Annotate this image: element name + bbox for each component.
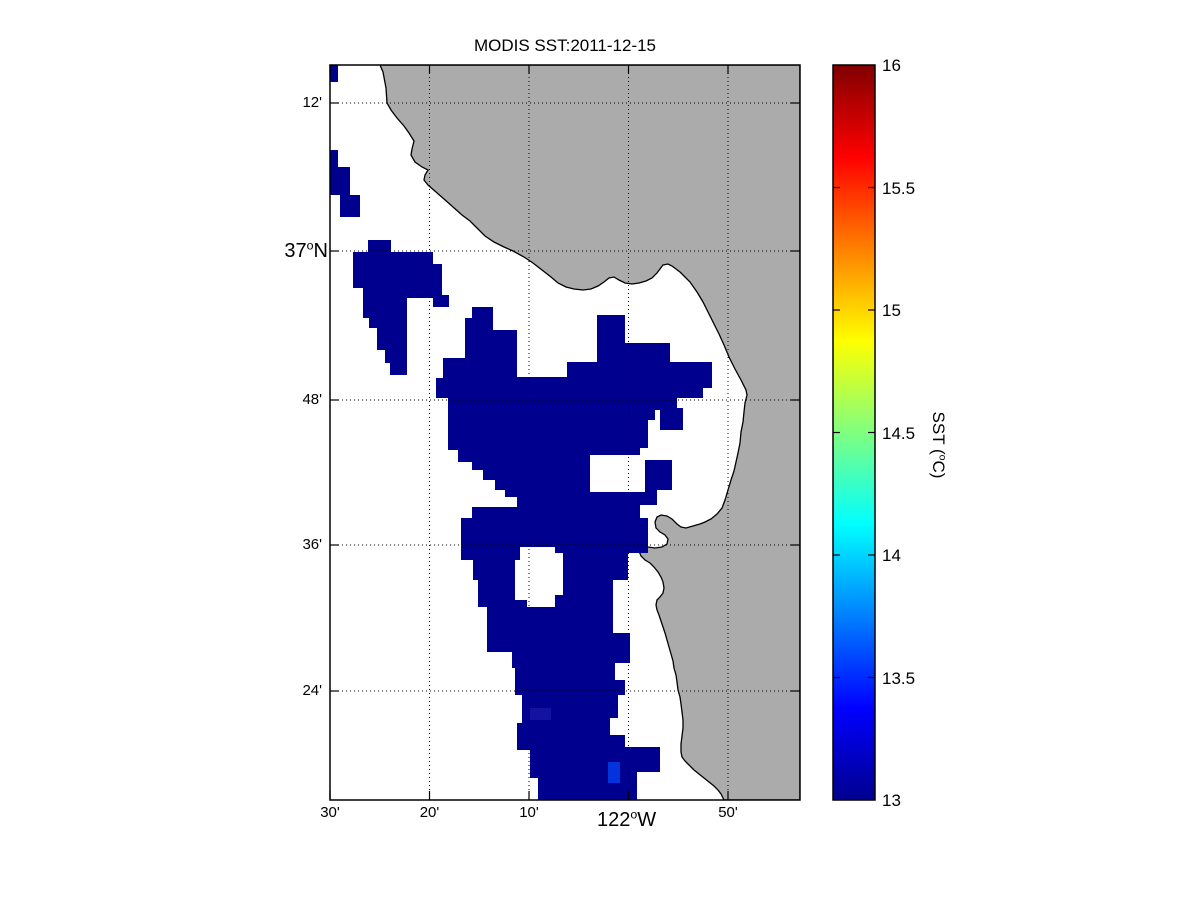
- sst-blob: [353, 240, 449, 375]
- y-axis-major-label: 37oN: [284, 238, 328, 262]
- sst-blob: [436, 307, 712, 800]
- x-tick-label: 50': [718, 804, 738, 821]
- y-tick-label: 12': [302, 94, 322, 111]
- y-tick-label: 24': [302, 682, 322, 699]
- colorbar-tick-label: 13.5: [882, 668, 916, 688]
- sst-no-data-hole: [515, 547, 563, 607]
- colorbar-label: SST (oC): [929, 411, 949, 479]
- axis-ticks: [329, 65, 800, 800]
- x-tick-label: 30': [320, 804, 340, 821]
- sst-blob: [330, 65, 338, 82]
- sst-patch: [608, 762, 620, 783]
- colorbar-tick-label: 16: [882, 56, 901, 75]
- colorbar-tick-label: 14.5: [882, 423, 916, 443]
- x-tick-label: 20': [419, 804, 440, 821]
- colorbar-tick-label: 13: [882, 791, 901, 810]
- page-title: MODIS SST:2011-12-15: [473, 36, 657, 55]
- plot-border: [329, 64, 801, 801]
- y-tick-label: 48': [302, 391, 322, 408]
- colorbar-ticks: [833, 186, 875, 679]
- colorbar-tick-label: 15: [882, 301, 901, 320]
- sst-patch: [530, 708, 551, 720]
- colorbar-tick-label: 14: [882, 546, 901, 565]
- grid: [330, 65, 800, 800]
- sst-blob: [660, 408, 683, 430]
- x-tick-label: 10': [519, 804, 539, 821]
- colorbar-tick-label: 15.5: [882, 178, 916, 198]
- sst-blob: [330, 150, 360, 217]
- y-tick-label: 36': [302, 536, 322, 553]
- x-axis-major-label: 122oW: [597, 807, 657, 831]
